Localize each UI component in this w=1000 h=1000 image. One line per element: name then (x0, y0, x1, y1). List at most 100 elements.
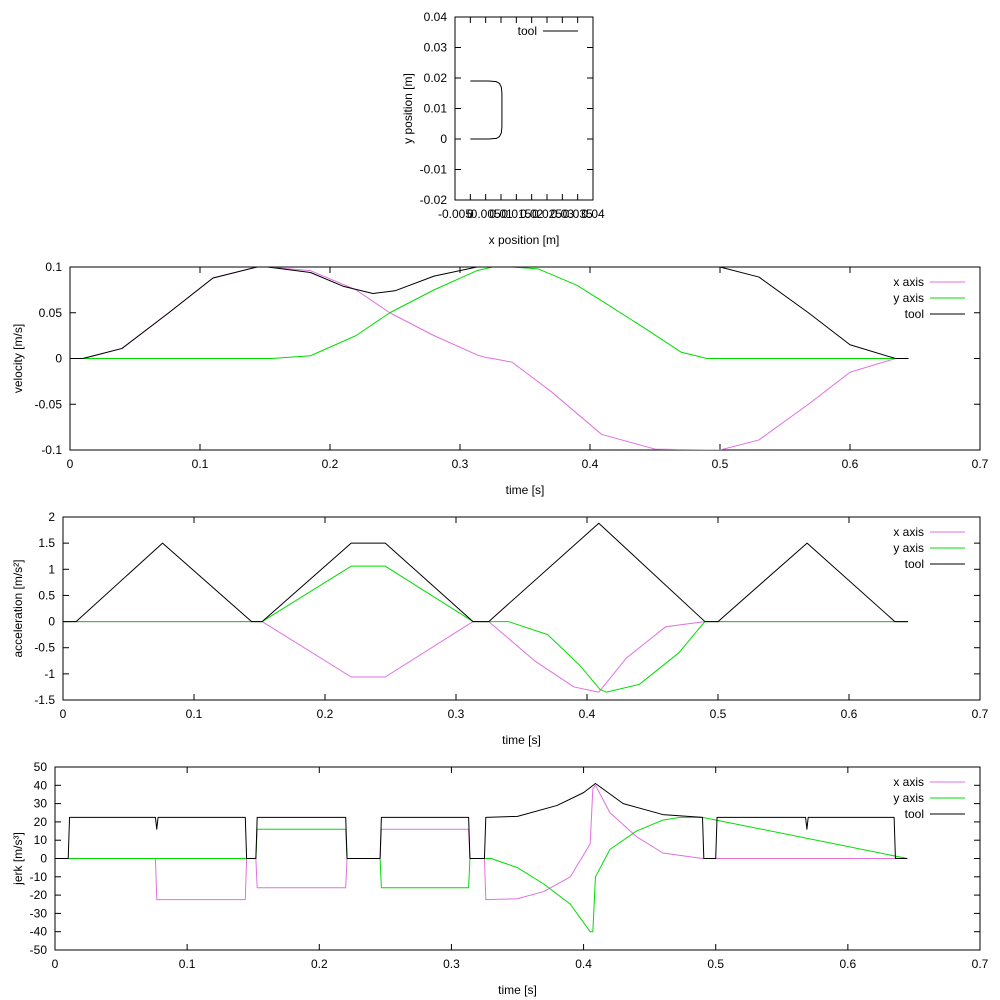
chart-1: -0.00500.0050.010.0150.020.0250.030.0350… (401, 10, 605, 247)
y-axis-title: y position [m] (401, 73, 415, 144)
x-tick-label: 0.01 (489, 207, 513, 221)
chart-2: 0 0.1 0.2 0.3 0.4 0.5 0.6 0.7 -0.1 -0.05 0 0.05 0.1 t… (11, 260, 989, 497)
y-tick-label: -0.1 (41, 443, 62, 457)
x-tick-label: 0.1 (192, 457, 209, 471)
x-tick-label: 0.5 (707, 957, 724, 971)
legend-label: tool (905, 307, 924, 321)
y-tick-label: -20 (30, 888, 48, 902)
series-group (70, 267, 909, 450)
y-tick-label: 0 (440, 132, 447, 146)
chart-4: 0 0.1 0.2 0.3 0.4 0.5 0.6 0.7 -50 -40 -30 -20 -10 0 10… (11, 760, 989, 997)
y-tick-label: 1.5 (38, 536, 55, 550)
x-tick-label: 0.4 (575, 957, 592, 971)
y-tick-label: -30 (30, 906, 48, 920)
legend-label: x axis (893, 275, 924, 289)
x-tick-label: 0.7 (972, 957, 989, 971)
legend-label: tool (905, 807, 924, 821)
y-tick-label: 0.01 (424, 102, 448, 116)
plot-frame (454, 16, 594, 201)
x-tick-label: 0.1 (186, 707, 203, 721)
x-tick-label: 0.2 (322, 457, 339, 471)
plot-frame (62, 516, 981, 701)
series-line-x-axis (63, 621, 908, 693)
y-tick-label: 40 (34, 778, 48, 792)
y-tick-label: -10 (30, 870, 48, 884)
x-tick-label: 0 (60, 707, 67, 721)
x-tick-label: 0.2 (317, 707, 334, 721)
y-tick-label: 1 (48, 562, 55, 576)
x-tick-label: 0.5 (712, 457, 729, 471)
y-axis-title: velocity [m/s] (11, 324, 25, 393)
series-group (470, 80, 503, 140)
x-tick-label: 0.3 (452, 457, 469, 471)
y-tick-label: 0.02 (424, 71, 448, 85)
series-line-tool (470, 80, 503, 140)
y-tick-label: 2 (48, 510, 55, 524)
x-tick-label: 0.3 (443, 957, 460, 971)
x-tick-label: 0.035 (563, 207, 593, 221)
x-tick-label: 0.005 (471, 207, 501, 221)
x-tick-label: 0.4 (579, 707, 596, 721)
x-tick-label: 0.4 (582, 457, 599, 471)
y-tick-label: 20 (34, 815, 48, 829)
x-tick-label: 0.015 (501, 207, 531, 221)
y-tick-label: 0.1 (45, 260, 62, 274)
x-axis-title: time [s] (502, 733, 541, 747)
x-tick-label: 0 (67, 457, 74, 471)
x-tick-label: 0.7 (972, 457, 989, 471)
x-tick-label: 0.7 (972, 707, 989, 721)
series-line-tool (63, 522, 908, 623)
y-tick-label: 0.05 (39, 306, 63, 320)
y-tick-label: 0 (55, 352, 62, 366)
legend-label: tool (905, 557, 924, 571)
legend-label: tool (518, 24, 537, 38)
x-tick-label: 0.6 (840, 957, 857, 971)
x-tick-label: -0.005 (438, 207, 472, 221)
x-tick-label: 0.04 (581, 207, 605, 221)
y-tick-label: -0.5 (34, 641, 55, 655)
series-line-y-axis (63, 565, 908, 693)
series-line-y-axis (70, 267, 909, 359)
y-tick-label: 0.03 (424, 41, 448, 55)
x-tick-label: 0.03 (551, 207, 575, 221)
series-line-y-axis (55, 816, 908, 933)
y-tick-label: 0 (40, 852, 47, 866)
series-group (55, 782, 908, 933)
y-tick-label: 10 (34, 833, 48, 847)
y-axis-title: jerk [m/s³] (11, 832, 25, 886)
x-axis-title: time [s] (506, 483, 545, 497)
y-tick-label: 0.5 (38, 588, 55, 602)
x-tick-label: 0.025 (532, 207, 562, 221)
series-group (63, 522, 908, 693)
series-line-tool (70, 267, 909, 359)
x-tick-label: 0.6 (842, 457, 859, 471)
legend-label: x axis (893, 775, 924, 789)
y-tick-label: 30 (34, 797, 48, 811)
x-axis-title: x position [m] (489, 233, 560, 247)
series-line-x-axis (55, 784, 908, 901)
chart-3: 0 0.1 0.2 0.3 0.4 0.5 0.6 0.7 -1.5 -1 -0.5 0 0.5 1 1.5… (11, 510, 989, 747)
x-tick-label: 0 (52, 957, 59, 971)
y-tick-label: -0.01 (420, 163, 448, 177)
x-axis-title: time [s] (498, 983, 537, 997)
x-tick-label: 0 (467, 207, 474, 221)
x-tick-label: 0.6 (841, 707, 858, 721)
y-tick-label: -1 (44, 667, 55, 681)
y-tick-label: -0.05 (35, 397, 63, 411)
legend-label: y axis (893, 291, 924, 305)
x-tick-label: 0.2 (311, 957, 328, 971)
legend-label: x axis (893, 525, 924, 539)
y-tick-label: -50 (30, 943, 48, 957)
x-tick-label: 0.3 (448, 707, 465, 721)
x-tick-label: 0.1 (179, 957, 196, 971)
y-tick-label: 0 (48, 615, 55, 629)
series-line-tool (55, 782, 908, 859)
y-tick-label: -1.5 (34, 693, 55, 707)
y-tick-label: 0.04 (424, 10, 448, 24)
x-tick-label: 0.02 (520, 207, 544, 221)
y-tick-label: -40 (30, 925, 48, 939)
y-tick-label: 50 (34, 760, 48, 774)
legend-label: y axis (893, 541, 924, 555)
x-tick-label: 0.5 (710, 707, 727, 721)
